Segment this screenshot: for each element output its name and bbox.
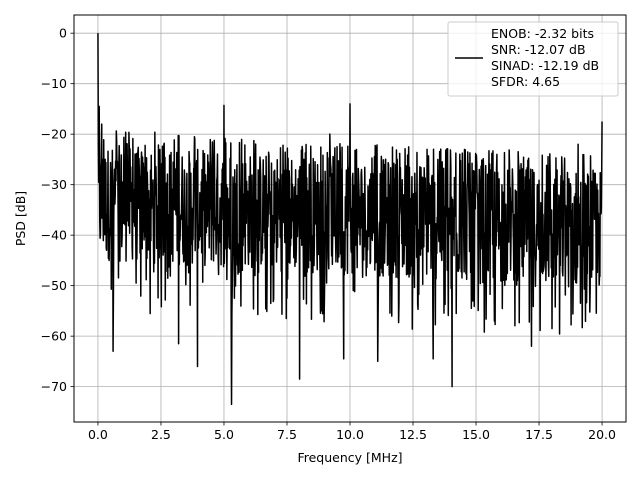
- legend-box: [447, 21, 619, 97]
- legend-line-3: SINAD: -12.19 dB: [491, 58, 599, 73]
- legend-line-1: ENOB: -2.32 bits: [491, 26, 594, 41]
- x-axis-label: Frequency [MHz]: [297, 450, 402, 465]
- series-group: [97, 33, 603, 406]
- y-tick-label: −30: [41, 177, 67, 192]
- y-tick-label: −40: [41, 228, 67, 243]
- x-tick-label: 0.0: [88, 427, 108, 442]
- legend: ENOB: -2.32 bits SNR: -12.07 dB SINAD: -…: [447, 21, 619, 97]
- x-tick-label: 17.5: [525, 427, 553, 442]
- legend-line-2: SNR: -12.07 dB: [491, 42, 586, 57]
- y-tick-label: 0: [59, 26, 67, 41]
- x-tick-label: 2.5: [151, 427, 171, 442]
- y-tick-label: −50: [41, 278, 67, 293]
- x-tick-label: 10.0: [336, 427, 364, 442]
- y-tick-label: −10: [41, 76, 67, 91]
- x-tick-label: 5.0: [214, 427, 234, 442]
- x-tick-label: 15.0: [462, 427, 490, 442]
- y-tick-label: −60: [41, 329, 67, 344]
- y-tick-label: −20: [41, 127, 67, 142]
- y-tick-label: −70: [41, 379, 67, 394]
- x-tick-label: 20.0: [588, 427, 616, 442]
- x-axis-ticks: 0.0 2.5 5.0 7.5 10.0 12.5 15.0 17.5 20.0: [88, 422, 616, 442]
- psd-series-line: [97, 33, 603, 406]
- y-axis-ticks: 0 −10 −20 −30 −40 −50 −60 −70: [41, 26, 74, 394]
- legend-line-4: SFDR: 4.65: [491, 74, 560, 89]
- x-tick-label: 12.5: [399, 427, 427, 442]
- y-axis-label: PSD [dB]: [13, 191, 28, 246]
- x-tick-label: 7.5: [277, 427, 297, 442]
